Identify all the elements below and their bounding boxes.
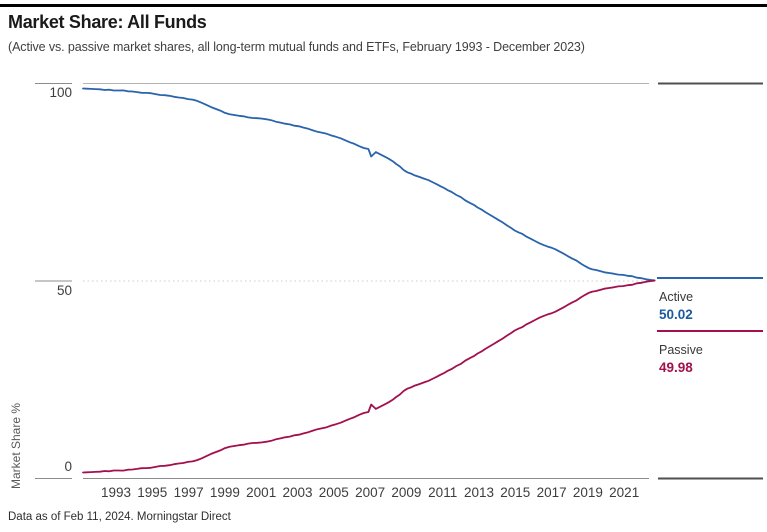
active-line: [82, 87, 656, 282]
passive-line: [82, 279, 656, 474]
y-axis-tick-label: 0: [64, 459, 72, 474]
x-axis-tick-label: 2015: [500, 485, 531, 500]
x-axis-tick-label: 2005: [318, 485, 349, 500]
x-axis-tick-label: 1999: [209, 485, 240, 500]
page-subtitle: (Active vs. passive market shares, all l…: [8, 40, 585, 54]
x-axis-tick-label: 2003: [282, 485, 313, 500]
y-axis-tick-label: 50: [56, 283, 72, 298]
x-axis-tick-label: 2013: [463, 485, 495, 500]
top-rule-divider: [0, 4, 767, 7]
passive-legend-value: 49.98: [659, 360, 693, 375]
x-axis-tick-label: 2007: [355, 485, 386, 500]
x-axis-tick-label: 1993: [100, 485, 132, 500]
footer-note: Data as of Feb 11, 2024. Morningstar Dir…: [8, 511, 231, 523]
y-axis-tick-label: 100: [49, 85, 72, 100]
passive-legend-swatch: [657, 330, 763, 332]
passive-legend-label: Passive: [659, 343, 703, 357]
active-legend-value: 50.02: [659, 307, 693, 322]
active-legend-label: Active: [659, 290, 694, 304]
x-axis-tick-label: 2011: [428, 485, 458, 500]
x-axis-tick-label: 2017: [536, 485, 567, 500]
x-axis-tick-label: 1997: [173, 485, 204, 500]
active-legend-swatch: [657, 277, 763, 279]
page-title: Market Share: All Funds: [8, 12, 207, 32]
x-axis-tick-label: 2021: [609, 485, 640, 500]
x-axis-tick-label: 2001: [246, 485, 277, 500]
x-axis-tick-label: 2019: [572, 485, 603, 500]
x-axis-tick-label: 1995: [137, 485, 168, 500]
x-axis-tick-label: 2009: [391, 485, 422, 500]
